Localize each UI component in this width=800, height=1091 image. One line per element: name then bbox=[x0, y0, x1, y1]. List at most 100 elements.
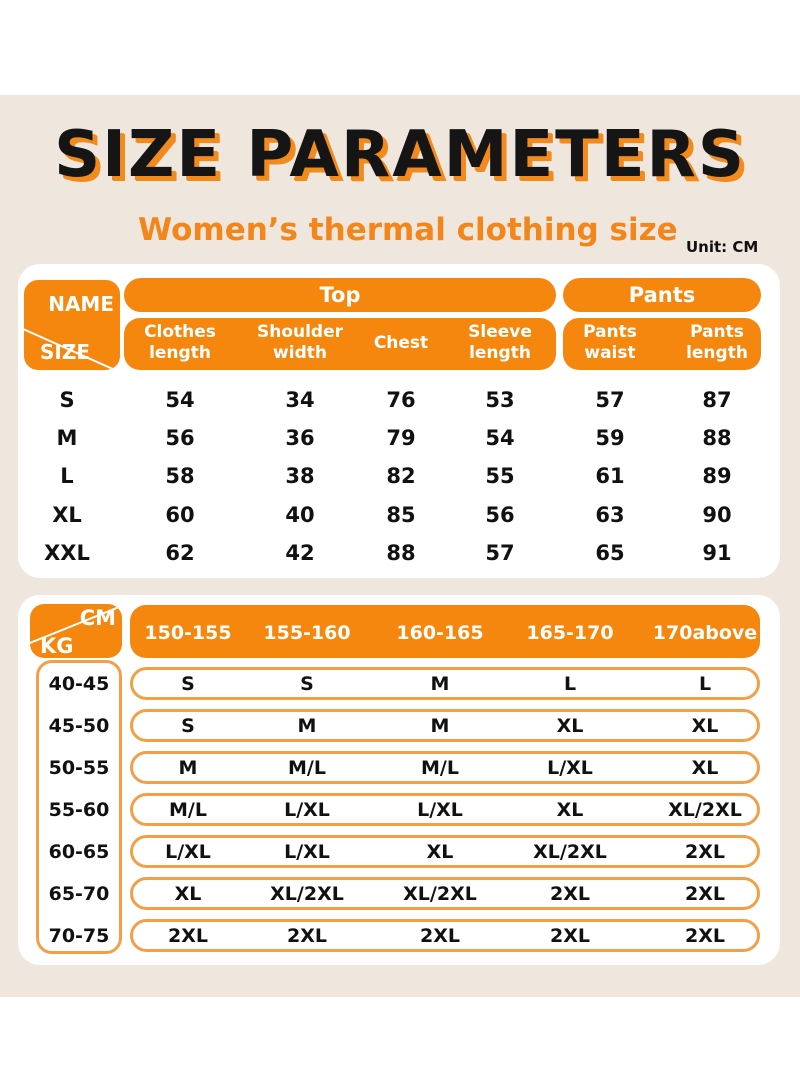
unit-label: Unit: CM bbox=[686, 238, 759, 256]
measurement-value: 36 bbox=[285, 426, 315, 450]
measurement-value: 54 bbox=[485, 426, 515, 450]
recommended-size: L bbox=[698, 673, 712, 695]
column-header: Chest bbox=[346, 333, 456, 354]
measurement-value: 91 bbox=[702, 541, 732, 565]
column-header: Pants waist bbox=[555, 322, 665, 364]
recommended-size: L bbox=[563, 673, 577, 695]
column-header: Clothes length bbox=[125, 322, 235, 364]
column-header-line: Clothes bbox=[144, 322, 216, 342]
recommended-size: 2XL bbox=[550, 883, 590, 905]
corner-size-label: SIZE bbox=[40, 340, 91, 364]
cm-kg-corner: CM KG bbox=[30, 604, 122, 658]
column-header-line: length bbox=[686, 343, 748, 363]
measurement-value: 88 bbox=[702, 426, 732, 450]
column-header-line: Chest bbox=[373, 333, 429, 353]
recommended-size: XL bbox=[556, 799, 584, 821]
measurement-value: 88 bbox=[386, 541, 416, 565]
measurement-value: 76 bbox=[386, 388, 416, 412]
weight-range-label: 45-50 bbox=[48, 715, 110, 737]
pants-columns-header bbox=[563, 318, 761, 370]
column-header-line: Pants bbox=[690, 322, 744, 342]
corner-kg-label: KG bbox=[40, 634, 74, 658]
size-row bbox=[130, 751, 760, 784]
size-row bbox=[130, 709, 760, 742]
recommended-size: S bbox=[181, 673, 195, 695]
measurement-value: 40 bbox=[285, 503, 315, 527]
measurement-value: 65 bbox=[595, 541, 625, 565]
measurement-value: 57 bbox=[485, 541, 515, 565]
recommended-size: XL bbox=[691, 715, 719, 737]
height-range-label: 160-165 bbox=[396, 622, 484, 644]
recommended-size: M bbox=[430, 673, 450, 695]
column-header-line: Shoulder bbox=[256, 322, 344, 342]
recommended-size: XL/2XL bbox=[668, 799, 742, 821]
measurement-value: 56 bbox=[485, 503, 515, 527]
recommended-size: 2XL bbox=[420, 925, 460, 947]
recommended-size: XL bbox=[556, 715, 584, 737]
recommended-size: L/XL bbox=[547, 757, 593, 779]
size-row bbox=[130, 793, 760, 826]
group-pants-header: Pants bbox=[563, 278, 761, 312]
weight-range-label: 55-60 bbox=[48, 799, 110, 821]
height-range-label: 150-155 bbox=[144, 622, 232, 644]
measurement-value: 53 bbox=[485, 388, 515, 412]
measurement-value: 82 bbox=[386, 464, 416, 488]
measurement-value: 89 bbox=[702, 464, 732, 488]
measurement-value: 54 bbox=[165, 388, 195, 412]
recommended-size: XL/2XL bbox=[270, 883, 344, 905]
weight-column bbox=[36, 660, 122, 954]
height-range-label: 165-170 bbox=[526, 622, 614, 644]
recommended-size: S bbox=[300, 673, 314, 695]
measurement-value: 79 bbox=[386, 426, 416, 450]
measurement-value: 59 bbox=[595, 426, 625, 450]
weight-range-label: 40-45 bbox=[48, 673, 110, 695]
name-size-corner: NAME SIZE bbox=[24, 280, 120, 370]
measurement-value: 58 bbox=[165, 464, 195, 488]
size-row bbox=[130, 919, 760, 952]
size-row bbox=[130, 667, 760, 700]
top-columns-header bbox=[124, 318, 556, 370]
measurement-value: 34 bbox=[285, 388, 315, 412]
height-range-label: 155-160 bbox=[263, 622, 351, 644]
recommended-size: XL bbox=[174, 883, 202, 905]
column-header: Sleeve length bbox=[445, 322, 555, 364]
measurement-value: 60 bbox=[165, 503, 195, 527]
recommended-size: M bbox=[297, 715, 317, 737]
recommended-size: 2XL bbox=[550, 925, 590, 947]
measurement-value: 87 bbox=[702, 388, 732, 412]
measurement-value: 38 bbox=[285, 464, 315, 488]
measurement-value: 55 bbox=[485, 464, 515, 488]
page-subtitle: Women’s thermal clothing size bbox=[138, 212, 678, 248]
weight-range-label: 50-55 bbox=[48, 757, 110, 779]
recommended-size: L/XL bbox=[284, 841, 330, 863]
recommended-size: 2XL bbox=[685, 883, 725, 905]
column-header-line: waist bbox=[584, 343, 636, 363]
recommended-size: M/L bbox=[169, 799, 207, 821]
weight-range-label: 65-70 bbox=[48, 883, 110, 905]
recommended-size: XL bbox=[691, 757, 719, 779]
size-row bbox=[130, 877, 760, 910]
measurement-value: 62 bbox=[165, 541, 195, 565]
weight-range-label: 70-75 bbox=[48, 925, 110, 947]
measurement-value: 61 bbox=[595, 464, 625, 488]
recommended-size: XL/2XL bbox=[533, 841, 607, 863]
recommended-size: M/L bbox=[288, 757, 326, 779]
measurement-value: 42 bbox=[285, 541, 315, 565]
corner-cm-label: CM bbox=[79, 606, 116, 630]
recommended-size: L/XL bbox=[284, 799, 330, 821]
recommended-size: S bbox=[181, 715, 195, 737]
height-header bbox=[130, 605, 760, 658]
size-label: XXL bbox=[44, 541, 90, 565]
recommended-size: 2XL bbox=[168, 925, 208, 947]
recommended-size: L/XL bbox=[417, 799, 463, 821]
column-header: Shoulder width bbox=[245, 322, 355, 364]
recommended-size: M/L bbox=[421, 757, 459, 779]
column-header-line: length bbox=[149, 343, 211, 363]
column-header-line: width bbox=[273, 343, 327, 363]
recommended-size: M bbox=[178, 757, 198, 779]
size-label: M bbox=[56, 426, 78, 450]
height-range-label: 170above bbox=[652, 622, 758, 644]
recommended-size: 2XL bbox=[685, 925, 725, 947]
measurement-value: 85 bbox=[386, 503, 416, 527]
recommended-size: XL/2XL bbox=[403, 883, 477, 905]
